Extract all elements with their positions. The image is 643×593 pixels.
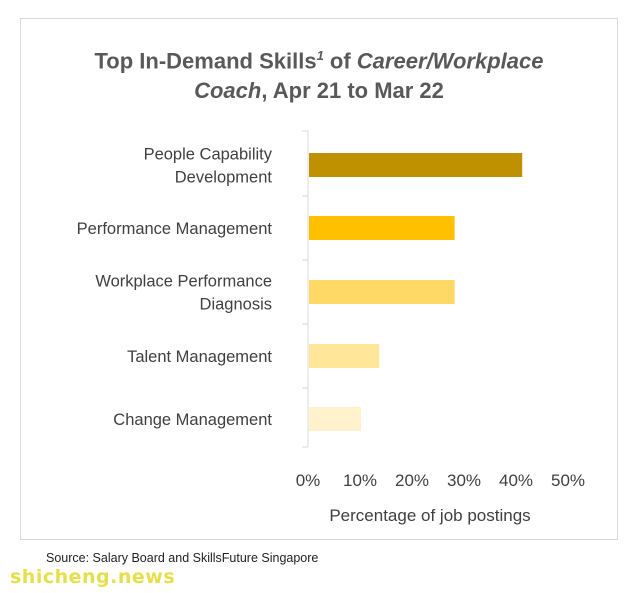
x-axis-title: Percentage of job postings xyxy=(329,506,530,525)
chart-frame: Top In-Demand Skills1 of Career/Workplac… xyxy=(20,18,618,540)
title-part: Top In-Demand Skills xyxy=(94,48,317,74)
category-label: Talent Management xyxy=(127,348,272,366)
category-label: Performance Management xyxy=(77,220,273,238)
bar xyxy=(309,153,523,177)
title-part: 1 xyxy=(316,48,324,63)
x-tick-label: 20% xyxy=(395,471,429,490)
x-tick-label: 30% xyxy=(447,471,481,490)
title-part: of xyxy=(323,48,357,74)
title-part: Career/Workplace xyxy=(356,48,544,74)
category-label: Workplace Performance Diagnosis xyxy=(95,273,272,314)
x-tick-label: 10% xyxy=(343,471,377,490)
chart-title: Top In-Demand Skills1 of Career/Workplac… xyxy=(21,41,617,106)
watermark-text: shicheng.news xyxy=(10,566,176,588)
source-note: Source: Salary Board and SkillsFuture Si… xyxy=(46,551,319,565)
title-part: Coach xyxy=(194,78,262,104)
bar xyxy=(309,344,380,368)
bar xyxy=(309,216,455,240)
category-label: People Capability Development xyxy=(144,146,273,187)
x-tick-label: 0% xyxy=(296,471,321,490)
category-label: Change Management xyxy=(113,411,272,429)
x-tick-label: 40% xyxy=(499,471,533,490)
bar xyxy=(309,407,361,431)
bar xyxy=(309,280,455,304)
title-part: , Apr 21 to Mar 22 xyxy=(261,78,444,104)
x-tick-label: 50% xyxy=(551,471,585,490)
